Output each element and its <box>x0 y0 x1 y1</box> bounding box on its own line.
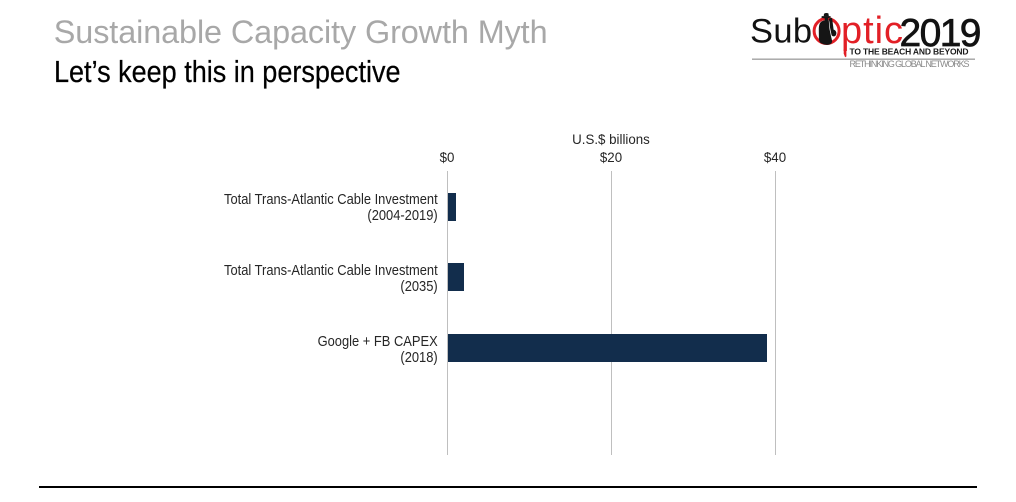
svg-text:TO THE BEACH AND BEYOND: TO THE BEACH AND BEYOND <box>850 47 969 57</box>
svg-text:ptic: ptic <box>841 10 903 52</box>
svg-text:2019: 2019 <box>900 12 982 55</box>
svg-text:Sub: Sub <box>750 13 812 51</box>
svg-text:RETHINKING GLOBAL NETWORKS: RETHINKING GLOBAL NETWORKS <box>850 59 970 69</box>
